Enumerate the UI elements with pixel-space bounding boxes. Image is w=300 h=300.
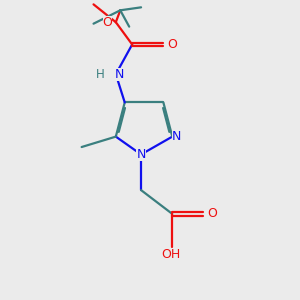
Text: N: N xyxy=(136,148,146,161)
Text: N: N xyxy=(172,130,182,143)
Text: O: O xyxy=(103,16,112,29)
Text: N: N xyxy=(114,68,124,81)
Text: O: O xyxy=(167,38,177,51)
Text: O: O xyxy=(207,207,217,220)
Text: H: H xyxy=(96,68,104,81)
Text: OH: OH xyxy=(161,248,180,260)
